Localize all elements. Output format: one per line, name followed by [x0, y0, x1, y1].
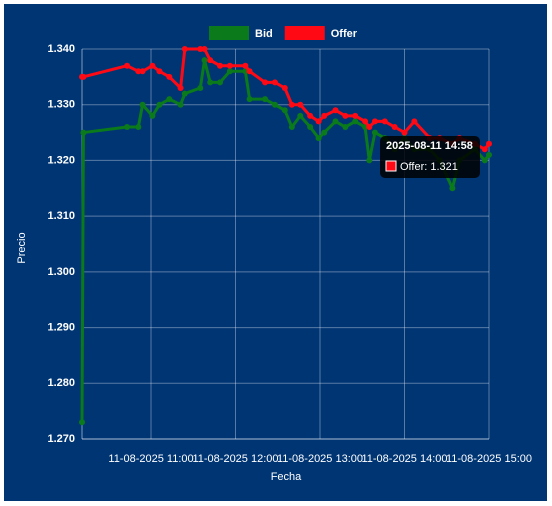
legend-swatch [209, 26, 249, 40]
data-point [271, 79, 278, 86]
chart: Precio Fecha 1.270 1.280 1.290 1.300 1.310 1.… [16, 26, 532, 483]
data-point [321, 112, 328, 119]
data-point [181, 90, 188, 97]
y-tick-label: 1.280 [47, 377, 75, 389]
data-point [201, 46, 208, 52]
data-point [197, 46, 204, 52]
data-point [297, 112, 304, 119]
data-point [307, 124, 314, 130]
chart-panel: Precio Fecha 1.270 1.280 1.290 1.300 1.310 1.… [4, 4, 547, 501]
tooltip-label: Offer: 1.321 [400, 161, 458, 173]
data-point [401, 129, 408, 136]
data-point [201, 57, 208, 64]
data-point [139, 68, 146, 75]
data-point [281, 85, 288, 91]
data-point [315, 118, 322, 125]
data-point [207, 79, 214, 86]
data-point [366, 124, 373, 130]
y-tick-label: 1.270 [47, 433, 75, 445]
y-tick-label: 1.310 [47, 210, 75, 222]
tooltip: 2025-08-11 14:58 Offer: 1.321 [380, 136, 480, 178]
data-point [271, 101, 278, 108]
data-point [321, 129, 328, 136]
x-tick-label: 11-08-2025 13:00 [277, 453, 363, 465]
data-point [197, 85, 204, 91]
data-point [149, 62, 156, 69]
data-point [262, 96, 269, 103]
legend-swatch [284, 26, 325, 40]
data-point [315, 135, 322, 142]
data-point [246, 96, 253, 103]
data-point [217, 79, 224, 86]
data-point [166, 96, 173, 103]
data-point [411, 118, 418, 125]
y-tick-label: 1.320 [47, 154, 75, 166]
data-point [124, 124, 131, 130]
data-point [371, 129, 378, 136]
data-point [226, 68, 233, 75]
data-point [79, 419, 85, 426]
x-tick-label: 11-08-2025 11:00 [108, 453, 193, 465]
data-point [242, 62, 249, 69]
data-point [181, 46, 188, 52]
data-point [332, 107, 339, 114]
x-axis-label: Fecha [271, 471, 302, 483]
y-tick-label: 1.340 [47, 43, 75, 55]
data-point [217, 62, 224, 69]
data-point [391, 124, 398, 130]
data-point [449, 185, 456, 192]
data-point [481, 146, 488, 153]
data-point [135, 124, 142, 130]
data-point [481, 157, 488, 164]
data-point [156, 68, 163, 75]
data-point [486, 140, 492, 147]
data-point [207, 57, 214, 64]
data-point [177, 85, 184, 91]
data-point [124, 62, 131, 69]
tooltip-title: 2025-08-11 14:58 [386, 140, 473, 152]
data-point [156, 101, 163, 108]
data-point [352, 112, 359, 119]
data-point [381, 118, 388, 125]
data-point [288, 124, 295, 130]
legend-label: Offer [331, 28, 358, 40]
data-point [177, 101, 184, 108]
data-point [307, 112, 314, 119]
tooltip-swatch [385, 160, 397, 172]
data-point [342, 112, 349, 119]
legend-label: Bid [255, 28, 273, 40]
y-tick-label: 1.290 [47, 321, 75, 333]
data-point [332, 118, 339, 125]
data-point [371, 118, 378, 125]
x-tick-label: 11-08-2025 12:00 [192, 453, 278, 465]
y-tick-label: 1.300 [47, 266, 75, 278]
data-point [139, 101, 146, 108]
data-point [288, 101, 295, 108]
series-line [80, 58, 491, 423]
data-point [262, 79, 269, 86]
data-point [342, 124, 349, 130]
x-tick-label: 11-08-2025 14:00 [361, 453, 447, 465]
data-point [362, 118, 369, 125]
data-point [366, 157, 373, 164]
series-line [81, 47, 491, 151]
data-point [166, 73, 173, 80]
data-point [80, 73, 87, 80]
data-point [486, 151, 492, 158]
data-point [135, 68, 142, 75]
data-point [226, 62, 233, 69]
data-point [80, 129, 87, 136]
y-axis-label: Precio [16, 232, 28, 263]
y-tick-label: 1.330 [47, 99, 75, 111]
data-point [246, 68, 253, 75]
x-tick-label: 11-08-2025 15:00 [446, 453, 532, 465]
data-point [281, 107, 288, 114]
data-point [297, 101, 304, 108]
tooltip-box [380, 136, 480, 178]
data-point [352, 118, 359, 125]
data-point [149, 112, 156, 119]
